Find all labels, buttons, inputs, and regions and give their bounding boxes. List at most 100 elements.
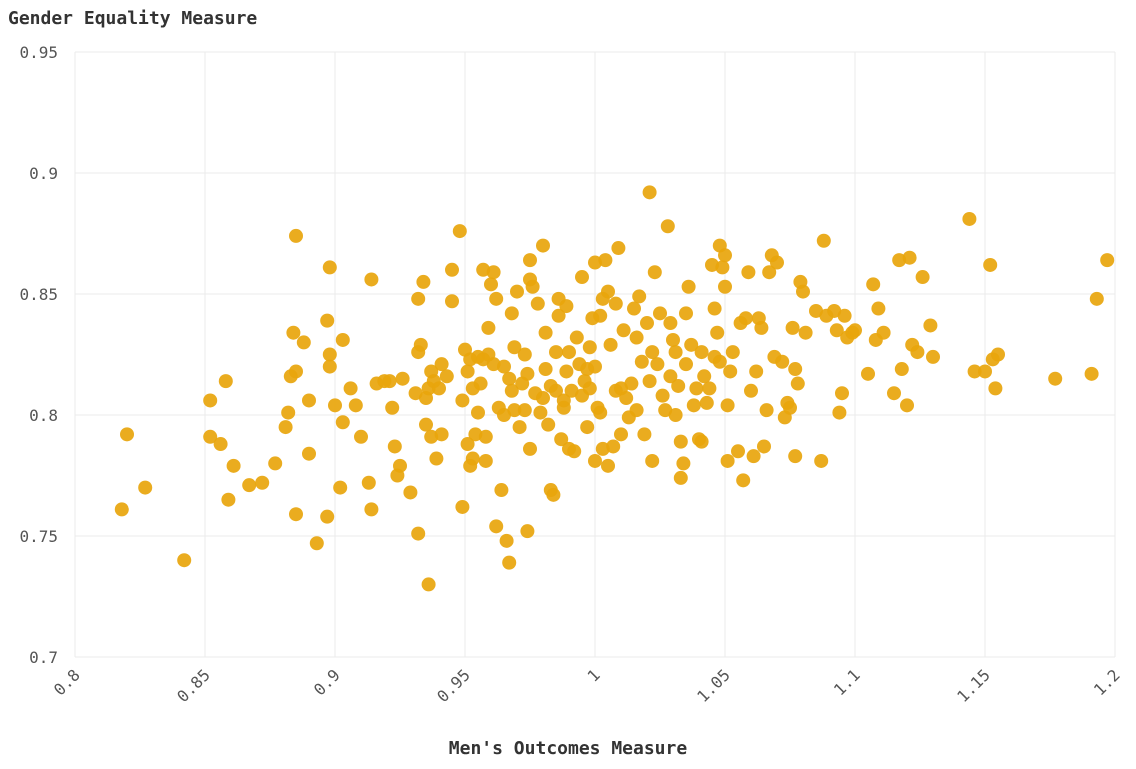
data-point (364, 502, 379, 517)
data-point (835, 386, 849, 401)
data-point (507, 340, 522, 355)
data-point (523, 441, 537, 456)
data-point (517, 403, 532, 418)
data-point (455, 499, 470, 514)
data-point (533, 405, 548, 420)
y-tick-label: 0.8 (29, 406, 58, 425)
data-point (177, 553, 192, 568)
data-point (725, 345, 740, 360)
data-point (486, 265, 501, 280)
data-point (827, 303, 842, 318)
data-point (510, 284, 524, 299)
data-point (523, 253, 537, 268)
x-tick-label: 0.9 (310, 665, 344, 699)
data-point (213, 437, 228, 452)
data-point (629, 330, 644, 345)
data-point (333, 480, 348, 495)
data-point (645, 453, 660, 468)
x-tick-label: 0.95 (433, 665, 474, 706)
data-point (296, 335, 311, 350)
data-point (983, 257, 998, 272)
data-point (395, 371, 410, 386)
data-point (642, 185, 657, 200)
data-point (507, 403, 522, 418)
x-tick-label: 1.05 (693, 665, 734, 706)
data-point (484, 277, 498, 292)
data-point (702, 381, 717, 396)
data-point (775, 354, 790, 369)
data-point (658, 403, 673, 418)
data-point (481, 320, 496, 335)
data-point (611, 241, 626, 256)
data-point (497, 359, 511, 374)
data-point (554, 432, 569, 447)
y-tick-label: 0.85 (19, 285, 58, 304)
data-point (502, 555, 517, 570)
data-point (520, 524, 535, 539)
data-point (736, 473, 751, 488)
data-point (741, 265, 756, 280)
data-point (320, 313, 335, 328)
data-point (686, 398, 701, 413)
x-axis-title: Men's Outcomes Measure (448, 738, 688, 759)
data-point (616, 323, 631, 338)
data-point (361, 475, 376, 490)
data-point (608, 296, 623, 311)
data-point (203, 393, 218, 408)
data-point (255, 475, 270, 490)
data-point (471, 405, 485, 420)
data-point (668, 408, 683, 422)
data-point (429, 451, 444, 466)
data-point (798, 325, 813, 340)
data-point (120, 427, 134, 442)
data-point (697, 369, 712, 384)
data-point (837, 308, 852, 323)
data-point (788, 449, 803, 464)
data-point (281, 405, 296, 420)
data-point (619, 391, 634, 406)
data-point (525, 279, 540, 294)
data-point (829, 323, 844, 338)
data-point (757, 439, 771, 454)
data-point (520, 366, 535, 381)
data-point (582, 340, 597, 355)
data-point (512, 420, 527, 435)
data-point (382, 374, 397, 389)
data-point (848, 323, 862, 338)
data-point (322, 347, 337, 362)
data-point (403, 485, 418, 500)
data-point (309, 536, 324, 551)
data-point (559, 364, 574, 379)
data-point (923, 318, 938, 333)
data-point (689, 381, 704, 396)
data-point (783, 400, 797, 415)
data-point (411, 291, 426, 306)
data-point (796, 284, 810, 299)
data-point (242, 478, 257, 493)
data-point (866, 277, 881, 292)
data-point (439, 369, 454, 384)
data-point (562, 345, 576, 360)
data-point (637, 427, 652, 442)
x-tick-label: 0.8 (50, 665, 84, 699)
data-point (434, 427, 449, 442)
data-point (536, 391, 550, 406)
data-point (650, 357, 665, 372)
data-point (593, 308, 608, 323)
data-point (887, 386, 901, 401)
data-point (478, 429, 493, 444)
data-point (497, 408, 511, 422)
data-point (138, 480, 153, 495)
data-point (322, 359, 337, 374)
data-point (991, 347, 1005, 362)
data-point (343, 381, 358, 396)
data-point (663, 369, 678, 384)
data-point (788, 362, 803, 377)
data-point (322, 260, 337, 275)
data-point (445, 294, 459, 309)
data-point (634, 354, 649, 369)
data-point (502, 371, 517, 386)
data-point (416, 274, 431, 289)
data-point (647, 265, 662, 280)
